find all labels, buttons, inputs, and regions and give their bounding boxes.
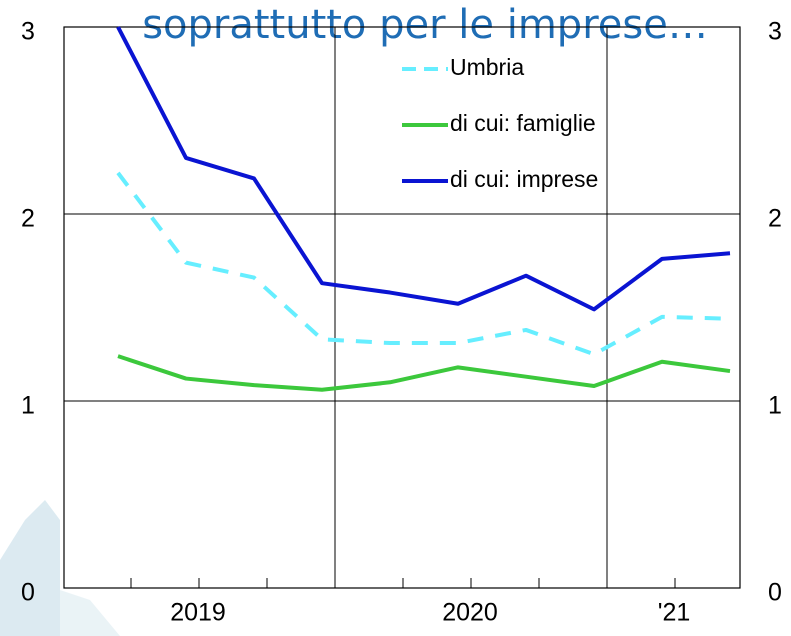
y2-tick-label: 1 — [768, 392, 782, 420]
y-tick-label: 2 — [21, 205, 35, 233]
x-tick-label: 2020 — [442, 599, 498, 627]
series-line — [117, 354, 731, 392]
y-tick-label: 3 — [21, 18, 35, 46]
y2-tick-label: 2 — [768, 205, 782, 233]
y-tick-label: 0 — [21, 579, 35, 607]
y2-tick-label: 3 — [768, 18, 782, 46]
chart-title: soprattutto per le imprese… — [142, 2, 708, 48]
legend-label: Umbria — [450, 54, 524, 80]
y-tick-label: 1 — [21, 392, 35, 420]
legend-label: di cui: famiglie — [450, 110, 596, 136]
series-line — [116, 171, 731, 357]
y2-tick-label: 0 — [768, 579, 782, 607]
legend-label: di cui: imprese — [450, 166, 598, 192]
x-tick-label: '21 — [658, 599, 691, 627]
x-tick-label: 2019 — [170, 599, 226, 627]
series-line — [116, 26, 731, 312]
plot-frame — [63, 26, 741, 589]
minor-ticks — [130, 578, 676, 588]
logo — [0, 500, 120, 636]
